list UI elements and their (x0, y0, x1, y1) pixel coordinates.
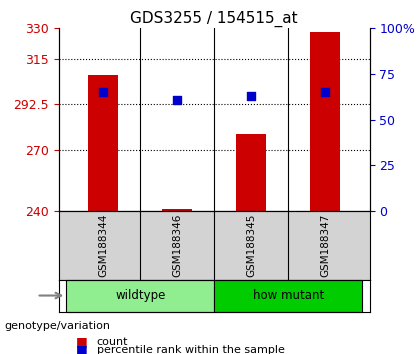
FancyBboxPatch shape (66, 280, 214, 312)
Point (322, 90, 328, 95)
Bar (310, 32, 340, 211)
Title: GDS3255 / 154515_at: GDS3255 / 154515_at (130, 11, 298, 27)
Text: GSM188346: GSM188346 (172, 213, 182, 277)
Text: how mutant: how mutant (252, 289, 324, 302)
Bar (163, 209, 192, 211)
Text: GSM188344: GSM188344 (98, 213, 108, 277)
Text: ■: ■ (76, 343, 87, 354)
Bar (88, 75, 118, 211)
Text: percentile rank within the sample: percentile rank within the sample (97, 345, 284, 354)
Bar (236, 134, 266, 211)
Point (100, 90, 107, 95)
Point (248, 93, 255, 99)
Text: ■: ■ (76, 335, 87, 348)
Text: GSM188345: GSM188345 (246, 213, 256, 277)
Text: GSM188347: GSM188347 (320, 213, 330, 277)
Text: count: count (97, 337, 128, 347)
Text: genotype/variation: genotype/variation (4, 321, 110, 331)
Text: wildtype: wildtype (115, 289, 165, 302)
FancyBboxPatch shape (214, 280, 362, 312)
Point (174, 97, 181, 102)
